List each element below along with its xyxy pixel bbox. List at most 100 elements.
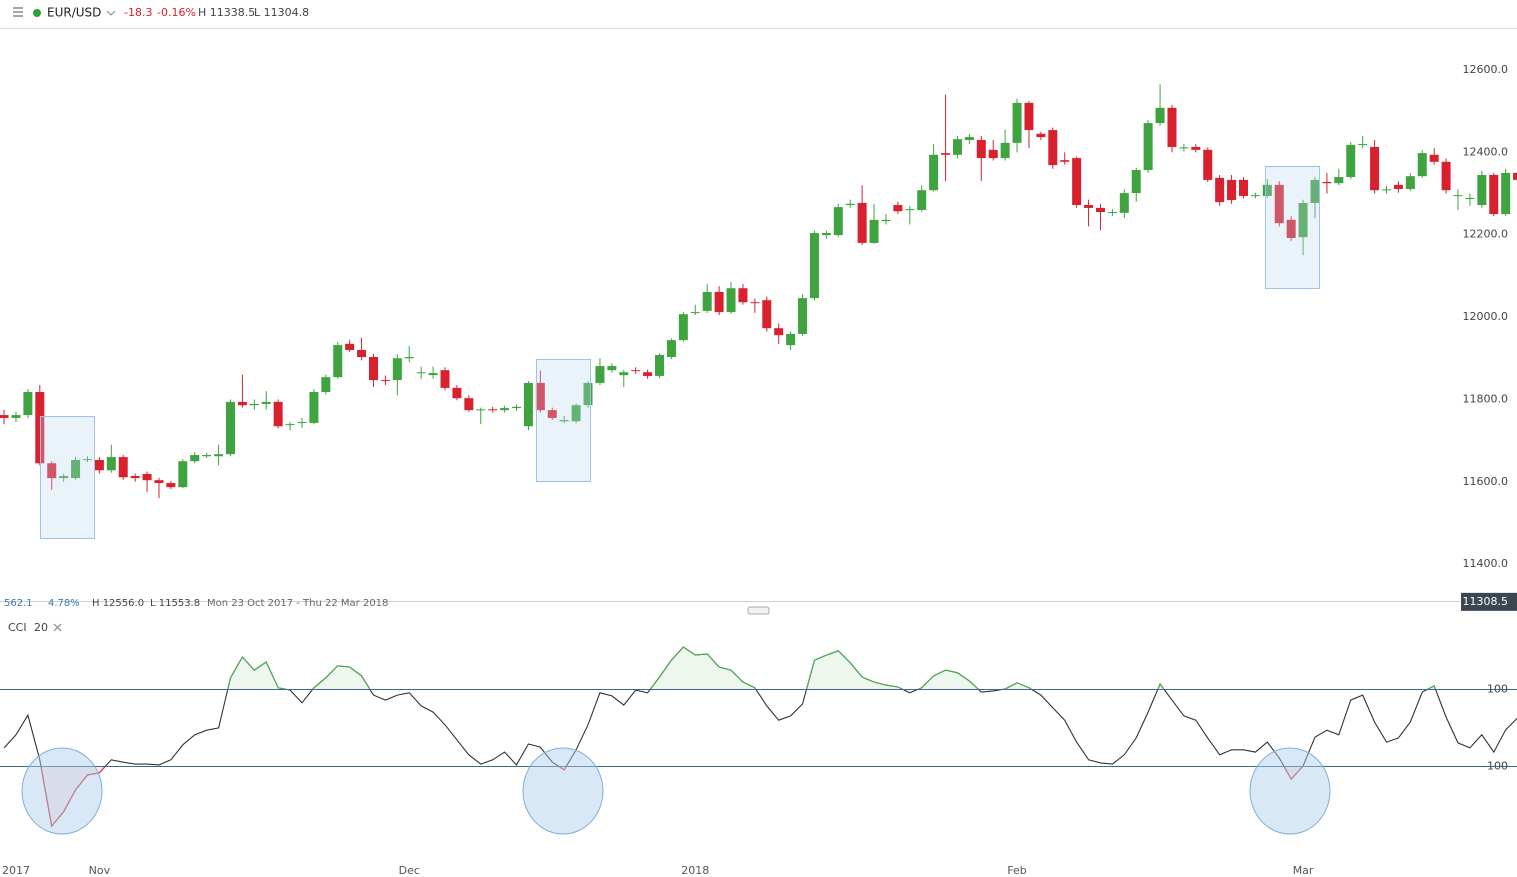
- candle-body: [1322, 181, 1332, 184]
- candle-body: [1501, 172, 1511, 215]
- candle-body: [130, 476, 140, 479]
- candle-body: [1155, 107, 1165, 124]
- candle-body: [1203, 149, 1213, 180]
- indicator-period: 20: [34, 621, 48, 634]
- y-tick-label: 100: [1487, 683, 1508, 696]
- candle-body: [1084, 205, 1094, 208]
- candle-body: [166, 483, 176, 488]
- candle-body: [714, 291, 724, 313]
- candle-body: [1000, 142, 1010, 159]
- candle-body: [905, 209, 915, 211]
- candle-body: [1072, 158, 1082, 206]
- candle-body: [1143, 123, 1153, 171]
- candle-body: [1238, 179, 1248, 196]
- candle-body: [798, 298, 808, 334]
- candle-body: [285, 424, 295, 426]
- candle-body: [845, 203, 855, 206]
- candle-body: [0, 415, 9, 418]
- x-tick-label: 2017: [2, 864, 30, 877]
- candle-body: [750, 302, 760, 304]
- candle-body: [1024, 102, 1034, 131]
- range-low: L 11553.8: [150, 598, 200, 609]
- candle-body: [607, 366, 617, 371]
- candle-body: [1417, 153, 1427, 177]
- candle-body: [1012, 102, 1022, 143]
- candle-body: [869, 219, 879, 243]
- y-tick-label: 11800.0: [1463, 392, 1509, 405]
- candle-body: [249, 403, 259, 406]
- candle-body: [428, 373, 438, 376]
- x-tick-label: Mar: [1293, 864, 1314, 877]
- candle-body: [416, 372, 426, 374]
- candle-body: [142, 473, 152, 481]
- menu-icon[interactable]: [13, 7, 23, 17]
- candle-body: [345, 343, 355, 351]
- candle-body: [1405, 176, 1415, 189]
- y-tick-label: -100: [1483, 760, 1508, 773]
- candle-body: [655, 354, 665, 376]
- highlight-box: [536, 359, 591, 482]
- indicator-name: CCI: [8, 621, 27, 634]
- candle-body: [297, 422, 307, 424]
- symbol[interactable]: EUR/USD: [47, 6, 101, 20]
- candle-body: [762, 300, 772, 329]
- candle-body: [1334, 177, 1344, 184]
- candle-body: [1358, 144, 1368, 146]
- candle-body: [952, 139, 962, 155]
- y-tick-label: 11600.0: [1463, 475, 1509, 488]
- candle-body: [726, 288, 736, 313]
- candle-body: [1119, 193, 1129, 213]
- candle-body: [702, 291, 712, 311]
- x-tick-label: 2018: [681, 864, 709, 877]
- indicator: [3, 646, 1517, 828]
- y-tick-label: 12400.0: [1463, 145, 1509, 158]
- candle-body: [273, 401, 283, 427]
- candle-body: [988, 149, 998, 159]
- candle-body: [666, 340, 676, 358]
- candle-body: [94, 459, 104, 471]
- candle-body: [786, 333, 796, 346]
- candle-body: [738, 288, 748, 303]
- symbol-caret[interactable]: [106, 10, 116, 16]
- indicator-close[interactable]: [53, 623, 62, 632]
- resize-handle[interactable]: [747, 606, 770, 615]
- candle-body: [106, 457, 116, 471]
- candle-body: [1131, 170, 1141, 194]
- candle-body: [380, 380, 390, 382]
- candle-body: [1382, 189, 1392, 191]
- session-high: H 11338.5: [198, 6, 255, 19]
- candle-body: [1453, 195, 1463, 197]
- session-low: L 11304.8: [254, 6, 309, 19]
- candle-body: [1036, 133, 1046, 138]
- candle-body: [1346, 144, 1356, 178]
- candle-body: [71, 459, 81, 479]
- candle-body: [1191, 146, 1201, 150]
- candle-body: [452, 387, 462, 399]
- candle-body: [1048, 130, 1058, 166]
- candle-body: [190, 455, 200, 462]
- candle-body: [941, 153, 951, 155]
- y-tick-label: 12600.0: [1463, 63, 1509, 76]
- candle-body: [1441, 161, 1451, 191]
- change: -18.3: [124, 6, 152, 19]
- candle-body: [1310, 179, 1320, 203]
- candle-body: [464, 398, 474, 411]
- candle-body: [976, 139, 986, 159]
- candle-body: [404, 357, 414, 359]
- highlight-circle: [21, 747, 103, 835]
- highlight-circle: [1249, 747, 1331, 835]
- range-change: 562.1: [4, 598, 33, 609]
- candles: [0, 84, 1517, 499]
- candle-body: [1286, 219, 1296, 238]
- candle-body: [154, 480, 164, 484]
- candle-body: [1227, 179, 1237, 201]
- candle-body: [11, 415, 21, 418]
- candle-body: [1107, 212, 1117, 214]
- candle-body: [500, 408, 510, 411]
- change-pct: -0.16%: [157, 6, 196, 19]
- candle-body: [512, 406, 522, 409]
- highlight-circle: [522, 747, 604, 835]
- candle-body: [488, 409, 498, 411]
- candle-body: [1179, 147, 1189, 149]
